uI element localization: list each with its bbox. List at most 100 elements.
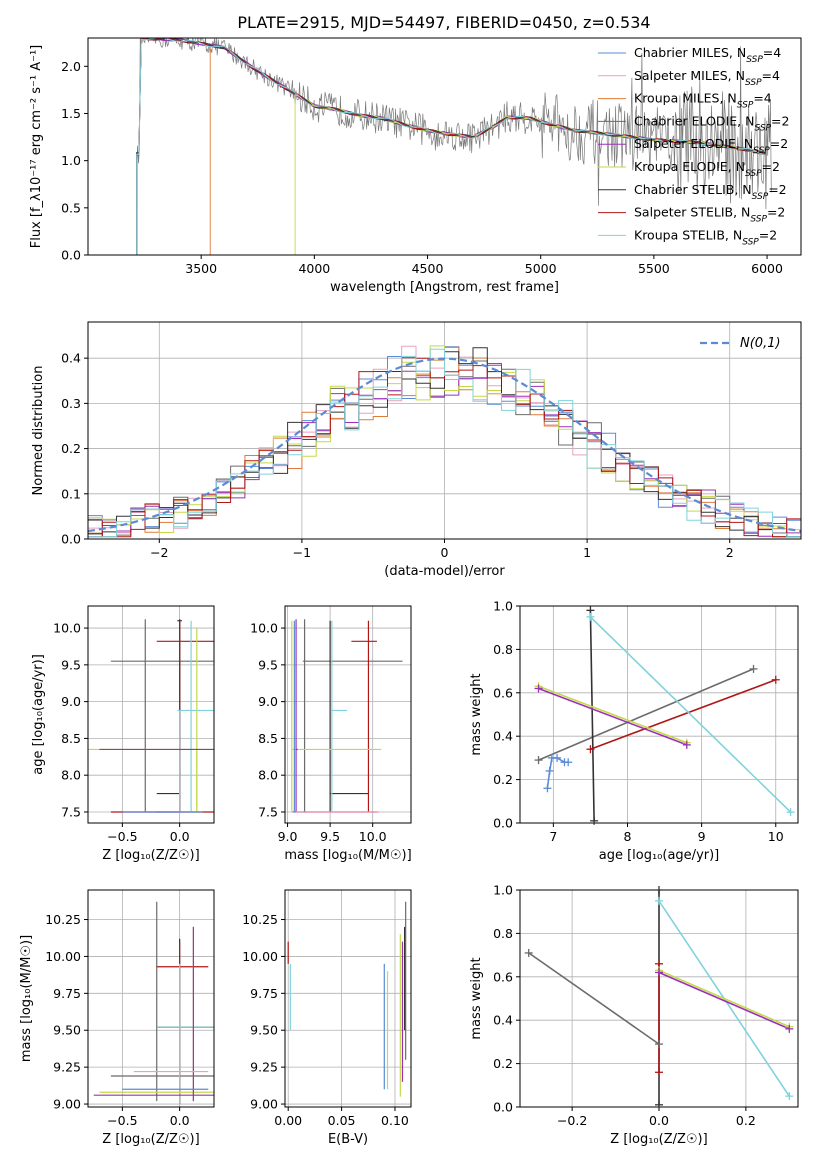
x-tick-label: 5000 (525, 261, 557, 276)
age-weight-xlabel: age [log₁₀(age/yr)] (599, 848, 720, 863)
x-tick-label: 5500 (638, 261, 670, 276)
model-line-8 (136, 38, 767, 255)
weight-line (528, 952, 660, 1045)
z-mass-plot (93, 901, 214, 1105)
y-tick-label: 2.0 (61, 59, 81, 74)
y-tick-label: 8.5 (61, 731, 81, 746)
y-tick-label: 9.5 (61, 657, 81, 672)
z-age-xlabel: Z [log₁₀(Z/Z☉)] (102, 848, 199, 863)
model-line-6 (294, 94, 766, 255)
age-weight-ylabel: mass weight (469, 673, 484, 755)
y-tick-label: 9.50 (53, 1023, 81, 1038)
weight-line (538, 687, 688, 746)
ebv-mass-xlabel: E(B-V) (328, 1132, 368, 1147)
x-tick-label: 0 (441, 545, 449, 560)
mass-age-plot (291, 619, 403, 813)
z-mass-grid (88, 890, 214, 1107)
z-weight-ylabel: mass weight (469, 957, 484, 1039)
z-age-frame (87, 605, 215, 824)
legend-entry: Chabrier ELODIE, NSSP=2 (634, 113, 789, 133)
weight-marker (771, 675, 780, 684)
spectrum-panel: 3500 4000 4500 5000 5500 6000 0.0 0.5 1.0 1.5 2.0 w… (29, 37, 802, 295)
weight-marker (534, 756, 543, 765)
legend-entry: Chabrier STELIB, NSSP=2 (634, 182, 787, 202)
y-tick-label: 0.3 (61, 396, 81, 411)
z-weight-xlabel: Z [log₁₀(Z/Z☉)] (610, 1132, 707, 1147)
y-tick-label: 0.0 (61, 532, 81, 547)
x-tick-label: 0.10 (381, 1113, 409, 1128)
y-tick-label: 0.0 (493, 1100, 513, 1115)
weight-marker (655, 968, 663, 977)
legend-entry: N(0,1) (740, 336, 781, 351)
legend-entry: Kroupa STELIB, NSSP=2 (634, 227, 777, 247)
y-tick-label: 8.5 (258, 731, 278, 746)
weight-marker (590, 816, 599, 825)
legend-entry: Kroupa MILES, NSSP=4 (634, 91, 772, 111)
weight-marker (586, 745, 595, 754)
ebv-mass-frame (284, 889, 412, 1108)
x-tick-label: 0.0 (170, 1113, 190, 1128)
x-tick-label: 4000 (298, 261, 330, 276)
weight-line (538, 668, 754, 761)
z-age-plot (88, 619, 214, 813)
y-tick-label: 9.00 (250, 1097, 278, 1112)
y-tick-label: 0.2 (61, 441, 81, 456)
x-tick-label: −1 (293, 545, 311, 560)
weight-marker (543, 784, 552, 793)
weight-marker (655, 896, 663, 905)
z-weight-plot (528, 890, 790, 1105)
weight-marker (786, 808, 795, 817)
legend-entry: Kroupa ELODIE, NSSP=2 (634, 159, 780, 179)
weight-marker (564, 758, 573, 767)
y-tick-label: 0.6 (493, 685, 513, 700)
y-tick-label: 0.4 (493, 729, 513, 744)
age-weight-plot (538, 610, 792, 821)
figure-title: PLATE=2915, MJD=54497, FIBERID=0450, z=0… (237, 13, 650, 32)
y-tick-label: 9.0 (258, 694, 278, 709)
y-tick-label: 0.4 (493, 1013, 513, 1028)
legend-entry: Chabrier MILES, NSSP=4 (634, 45, 781, 65)
z-age-panel: −0.5 0.0 7.5 8.0 8.5 9.0 9.5 10.0 Z [log₁₀(Z/Z☉)… (31, 605, 215, 863)
x-tick-label: −0.5 (107, 1113, 137, 1128)
x-tick-label: 4500 (412, 261, 444, 276)
legend-entry: Salpeter ELODIE, NSSP=2 (634, 136, 788, 156)
y-tick-label: 0.0 (493, 816, 513, 831)
spectrum-frame (87, 37, 802, 256)
y-tick-label: 10.00 (242, 949, 278, 964)
y-tick-label: 0.8 (493, 926, 513, 941)
weight-marker (545, 766, 554, 775)
legend-entry: Salpeter MILES, NSSP=4 (634, 68, 780, 88)
weight-line (589, 616, 792, 813)
age-weight-panel: 7 8 9 10 0.0 0.2 0.4 0.6 0.8 1.0 age [log₁₀(age/yr… (469, 599, 799, 863)
y-tick-label: 1.5 (61, 106, 81, 121)
y-tick-label: 9.50 (250, 1023, 278, 1038)
y-tick-label: 0.1 (61, 486, 81, 501)
x-tick-label: 2 (726, 545, 734, 560)
y-tick-label: 9.00 (53, 1097, 81, 1112)
y-tick-label: 10.25 (45, 912, 81, 927)
y-tick-label: 1.0 (61, 153, 81, 168)
weight-line (590, 679, 777, 750)
y-tick-label: 7.5 (258, 804, 278, 819)
mass-age-panel: 9.0 9.5 10.0 7.5 8.0 8.5 9.0 9.5 10.0 mass [log₁₀… (250, 605, 412, 863)
y-tick-label: 9.25 (250, 1060, 278, 1075)
x-tick-label: 0.00 (274, 1113, 302, 1128)
y-tick-label: 8.0 (258, 768, 278, 783)
x-tick-label: −2 (150, 545, 168, 560)
x-tick-label: −0.2 (557, 1113, 587, 1128)
x-tick-label: 8 (624, 829, 632, 844)
x-tick-label: 6000 (751, 261, 783, 276)
ebv-mass-plot (287, 901, 407, 1097)
y-tick-label: 10.00 (45, 949, 81, 964)
x-tick-label: −0.5 (107, 829, 137, 844)
y-tick-label: 9.0 (61, 694, 81, 709)
z-age-grid (88, 606, 214, 823)
legend-entry: Salpeter STELIB, NSSP=2 (634, 205, 785, 225)
y-tick-label: 0.6 (493, 969, 513, 984)
y-tick-label: 0.4 (61, 351, 81, 366)
x-tick-label: 0.0 (649, 1113, 669, 1128)
weight-marker (655, 1100, 663, 1109)
weight-marker (682, 740, 691, 749)
weight-line (589, 610, 595, 821)
weight-marker (785, 1092, 794, 1101)
